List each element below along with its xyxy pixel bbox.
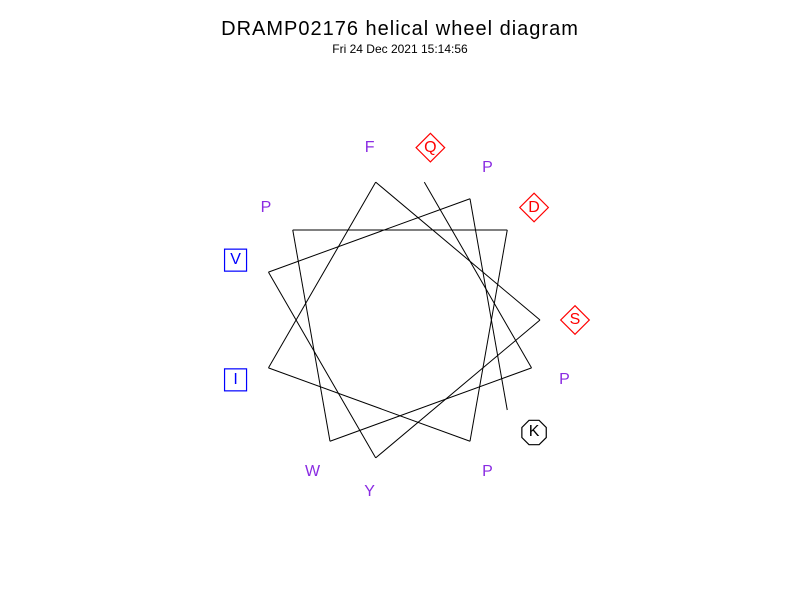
residue-label: P [482, 463, 493, 481]
residue-label: Q [424, 139, 436, 157]
residue-label: W [305, 463, 320, 481]
residue-label: P [482, 159, 493, 177]
wheel-svg [0, 0, 800, 600]
wheel-edge [470, 230, 507, 441]
wheel-edge [268, 182, 375, 368]
residue-label: I [233, 371, 237, 389]
residue-label: V [230, 251, 241, 269]
residue-label: D [528, 199, 540, 217]
helical-wheel-diagram: DRAMP02176 helical wheel diagram Fri 24 … [0, 0, 800, 600]
residue-label: Y [364, 483, 375, 501]
residue-label: F [365, 139, 375, 157]
residue-label: K [529, 423, 540, 441]
residue-label: P [261, 199, 272, 217]
residue-label: S [570, 311, 581, 329]
residue-label: P [559, 371, 570, 389]
wheel-edge [268, 272, 375, 458]
